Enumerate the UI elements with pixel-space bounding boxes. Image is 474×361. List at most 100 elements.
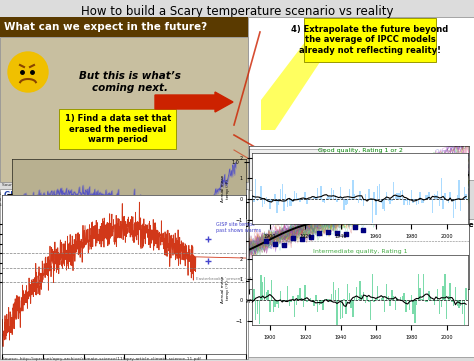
Bar	[343, 299, 345, 300]
Bar	[389, 300, 391, 306]
Bar	[434, 194, 435, 199]
Bar	[285, 300, 286, 302]
Bar	[306, 199, 308, 204]
Bar	[276, 199, 278, 213]
Bar	[379, 184, 380, 199]
Bar	[315, 197, 317, 199]
Bar	[386, 192, 387, 199]
Bar	[359, 191, 361, 199]
Bar	[285, 193, 286, 199]
Bar	[347, 284, 348, 300]
Text: Source: http://www.slideshare.net/paulweatch/a-climate-for-change-a-presentation: Source: http://www.slideshare.net/paulwe…	[2, 183, 228, 187]
Bar	[434, 300, 435, 305]
Bar	[453, 300, 455, 306]
Bar	[389, 199, 391, 204]
Bar	[324, 199, 325, 203]
Bar	[444, 274, 446, 300]
Bar	[370, 300, 371, 319]
Bar	[350, 199, 352, 200]
Bar	[432, 300, 433, 301]
Bar	[345, 300, 346, 314]
Bar	[388, 296, 389, 300]
Bar	[421, 199, 423, 203]
Bar	[326, 299, 327, 300]
Bar	[262, 282, 264, 300]
Bar	[427, 195, 428, 199]
Bar	[306, 300, 308, 303]
Bar	[437, 289, 438, 300]
Bar	[464, 300, 465, 325]
Bar	[329, 197, 331, 199]
Bar	[442, 286, 444, 300]
Bar	[282, 300, 283, 303]
Bar	[335, 195, 336, 199]
Point	[368, 217, 376, 223]
Bar	[409, 199, 410, 205]
Bar	[317, 300, 318, 312]
Bar	[405, 199, 407, 201]
Point	[263, 238, 270, 244]
Bar	[374, 192, 375, 199]
Point	[342, 231, 350, 237]
Bar	[386, 284, 387, 300]
Bar	[363, 199, 364, 206]
Bar	[269, 300, 271, 312]
Bar	[370, 199, 371, 200]
Bar	[322, 199, 324, 201]
Title: Good quality, Rating 1 or 2: Good quality, Rating 1 or 2	[318, 148, 402, 153]
Bar	[368, 189, 370, 199]
Bar	[320, 300, 322, 304]
Bar	[274, 194, 276, 199]
Bar	[447, 199, 449, 203]
Bar	[400, 297, 401, 300]
Bar	[398, 192, 400, 199]
Bar	[349, 190, 350, 199]
Bar	[455, 199, 456, 209]
Text: What can we expect in the future?: What can we expect in the future?	[4, 22, 207, 32]
Text: 3) Use a badly adjusted data set
to represent last 120 years
instead of a good d: 3) Use a badly adjusted data set to repr…	[296, 184, 450, 214]
Bar	[269, 199, 271, 209]
Bar	[432, 199, 433, 213]
Bar	[329, 300, 331, 302]
Bar	[280, 190, 281, 199]
Bar	[253, 199, 255, 202]
Text: Source: http://oprs.net/opry-archive/climate-science/11/opry-article-climate-sci: Source: http://oprs.net/opry-archive/cli…	[2, 357, 201, 361]
Bar	[271, 280, 273, 300]
Bar	[465, 194, 467, 199]
Point	[360, 227, 367, 232]
Bar	[402, 190, 403, 199]
Bar	[292, 199, 293, 203]
Bar	[379, 299, 380, 300]
Bar	[260, 186, 262, 199]
Bar	[289, 199, 290, 206]
Bar	[449, 192, 451, 199]
Bar	[430, 297, 431, 300]
Bar	[258, 300, 260, 324]
Bar	[427, 300, 428, 302]
Bar	[354, 193, 356, 199]
Bar	[381, 199, 382, 203]
Text: GISP2 ice core temp series, last 10k years: GISP2 ice core temp series, last 10k yea…	[4, 191, 186, 200]
Bar	[458, 300, 460, 308]
Bar	[455, 287, 456, 300]
Title: Intermediate quality, Rating 1: Intermediate quality, Rating 1	[313, 249, 407, 254]
FancyBboxPatch shape	[299, 180, 446, 218]
Bar	[340, 187, 341, 199]
Bar	[331, 294, 332, 300]
Bar	[435, 300, 437, 301]
Bar	[352, 300, 354, 317]
Bar	[430, 197, 431, 199]
Bar	[451, 300, 453, 303]
Bar	[357, 299, 359, 300]
Bar	[322, 300, 324, 310]
Bar	[453, 199, 455, 218]
Bar	[418, 274, 419, 300]
Bar	[428, 192, 429, 199]
Bar	[356, 287, 357, 300]
Bar	[333, 190, 334, 199]
Bar	[393, 296, 394, 300]
Bar	[421, 299, 423, 300]
Text: 1) Find a data set that
erased the medieval
warm period: 1) Find a data set that erased the medie…	[65, 114, 171, 144]
Bar	[342, 197, 343, 199]
Bar	[255, 300, 256, 320]
